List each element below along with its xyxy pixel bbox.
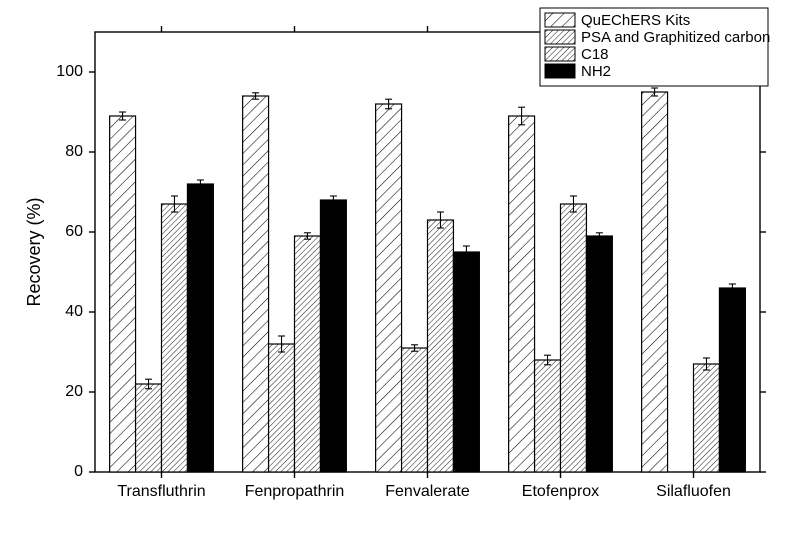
xtick-label: Silafluofen	[656, 483, 731, 500]
xtick-label: Fenvalerate	[385, 483, 470, 500]
bar	[243, 96, 269, 472]
bar	[402, 348, 428, 472]
bar	[187, 184, 213, 472]
ytick-label: 20	[65, 383, 83, 400]
ytick-label: 40	[65, 303, 83, 320]
legend-label: QuEChERS Kits	[581, 12, 690, 29]
legend-label: PSA and Graphitized carbon	[581, 29, 770, 46]
bar	[509, 116, 535, 472]
ytick-label: 100	[56, 63, 83, 80]
ytick-label: 0	[74, 463, 83, 480]
y-axis-label: Recovery (%)	[24, 197, 44, 306]
xtick-label: Fenpropathrin	[245, 483, 345, 500]
bar	[295, 236, 321, 472]
xtick-label: Etofenprox	[522, 483, 599, 500]
recovery-bar-chart: 0 20 40 60 80 100 Recovery (%) Transfluthrin Fen…	[0, 0, 800, 540]
bar	[269, 344, 295, 472]
legend-swatch	[545, 30, 575, 44]
legend-swatch	[545, 47, 575, 61]
bar	[136, 384, 162, 472]
legend-label: NH2	[581, 63, 611, 80]
legend-swatch	[545, 64, 575, 78]
bar	[719, 288, 745, 472]
legend-swatch	[545, 13, 575, 27]
bar	[586, 236, 612, 472]
bar	[320, 200, 346, 472]
ytick-label: 60	[65, 223, 83, 240]
bar	[162, 204, 188, 472]
bar	[561, 204, 587, 472]
bar	[428, 220, 454, 472]
xtick-label: Transfluthrin	[117, 483, 205, 500]
legend-label: C18	[581, 46, 609, 63]
bar	[642, 92, 668, 472]
ytick-label: 80	[65, 143, 83, 160]
bar	[694, 364, 720, 472]
bar	[110, 116, 136, 472]
bar	[535, 360, 561, 472]
bar	[376, 104, 402, 472]
bar	[453, 252, 479, 472]
